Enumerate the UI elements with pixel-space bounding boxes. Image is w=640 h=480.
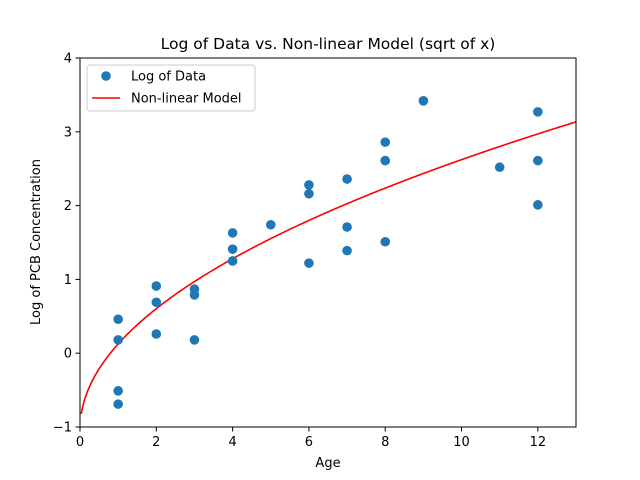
data-point <box>380 236 391 247</box>
series-line-non-linear-model <box>80 121 576 415</box>
data-point <box>342 245 352 256</box>
data-point <box>227 256 238 266</box>
data-point <box>342 174 352 184</box>
y-tick-label: 1 <box>64 273 72 288</box>
data-point <box>151 297 162 308</box>
data-point <box>113 399 123 409</box>
data-point <box>533 107 543 117</box>
y-axis-title: Log of PCB Concentration <box>29 159 44 325</box>
data-point <box>418 96 429 106</box>
y-tick-label: 2 <box>64 199 72 214</box>
data-point <box>227 228 238 238</box>
data-point <box>533 155 543 166</box>
data-point <box>380 155 391 166</box>
x-tick-label: 8 <box>381 435 389 450</box>
data-point <box>265 219 276 230</box>
data-point <box>113 335 123 345</box>
x-tick-label: 4 <box>228 435 236 450</box>
x-tick-label: 0 <box>76 435 84 450</box>
data-point <box>113 386 123 396</box>
legend-label-non-linear-model: Non-linear Model <box>131 92 242 107</box>
data-point <box>189 335 200 345</box>
x-tick-label: 2 <box>152 435 160 450</box>
y-tick-label: 0 <box>64 347 72 362</box>
data-point <box>151 329 162 339</box>
data-point <box>227 244 238 254</box>
x-tick-label: 12 <box>530 435 547 450</box>
data-point <box>304 188 314 199</box>
data-point <box>494 162 505 173</box>
legend-label-log-of-data: Log of Data <box>131 70 206 85</box>
plot-frame <box>79 57 577 428</box>
y-tick-label: 4 <box>64 52 72 67</box>
data-point <box>380 137 391 147</box>
data-point <box>151 281 162 291</box>
data-point <box>113 314 123 325</box>
legend: Log of Data Non-linear Model <box>86 64 256 112</box>
data-point <box>304 258 314 268</box>
chart-title: Log of Data vs. Non-linear Model (sqrt o… <box>161 35 496 53</box>
data-point <box>304 180 314 190</box>
x-tick-label: 6 <box>305 435 313 450</box>
data-point <box>533 200 543 210</box>
legend-box <box>86 64 256 112</box>
x-tick-label: 10 <box>453 435 470 450</box>
y-tick-label: 3 <box>64 125 72 140</box>
y-tick-label: −1 <box>53 421 72 436</box>
legend-marker-log-of-data <box>101 71 111 81</box>
data-point <box>342 222 352 232</box>
x-axis-title: Age <box>315 456 340 471</box>
data-point <box>189 290 200 300</box>
